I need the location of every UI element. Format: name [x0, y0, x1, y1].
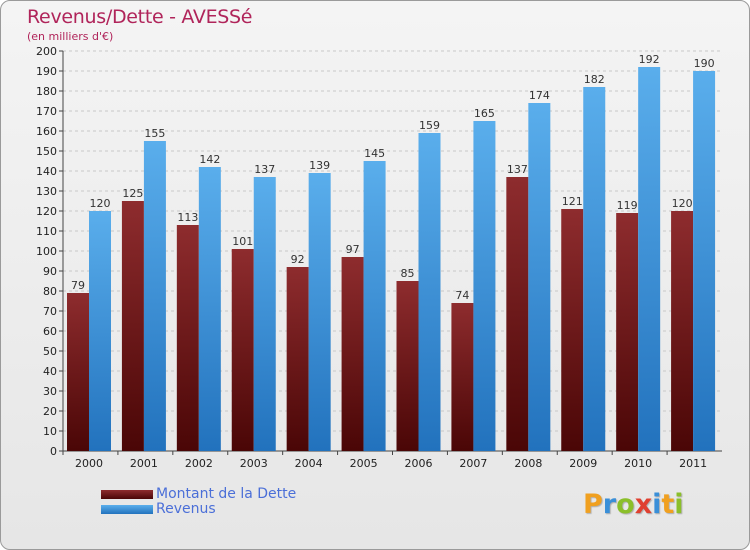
y-tick-label: 160 — [36, 125, 57, 138]
x-tick-label: 2005 — [350, 457, 378, 470]
bar-revenus — [143, 141, 166, 451]
bar-dette — [671, 211, 694, 451]
data-label-revenus: 120 — [90, 197, 111, 210]
x-tick-label: 2001 — [130, 457, 158, 470]
y-tick-label: 80 — [43, 285, 57, 298]
bar-dette — [561, 209, 584, 451]
bar-dette — [451, 303, 474, 451]
logo-letter: i — [652, 489, 662, 520]
data-label-revenus: 182 — [584, 73, 605, 86]
x-tick-label: 2006 — [405, 457, 433, 470]
y-tick-label: 120 — [36, 205, 57, 218]
data-label-revenus: 174 — [529, 89, 550, 102]
data-label-dette: 74 — [455, 289, 469, 302]
data-label-dette: 85 — [401, 267, 415, 280]
y-tick-label: 60 — [43, 325, 57, 338]
bar-revenus — [418, 133, 441, 451]
data-label-dette: 92 — [291, 253, 305, 266]
bar-revenus — [89, 211, 111, 451]
bar-revenus — [473, 121, 496, 451]
chart-title: Revenus/Dette - AVESSé — [27, 6, 253, 28]
data-label-revenus: 142 — [199, 153, 220, 166]
data-label-dette: 79 — [71, 279, 85, 292]
y-tick-label: 180 — [36, 85, 57, 98]
legend-swatch-revenus — [101, 505, 153, 514]
logo-letter: x — [634, 489, 653, 520]
y-tick-label: 10 — [43, 425, 57, 438]
bar-revenus — [198, 167, 221, 451]
y-tick-label: 30 — [43, 385, 57, 398]
legend-label-revenus: Revenus — [156, 501, 216, 517]
y-tick-label: 90 — [43, 265, 57, 278]
bar-dette — [396, 281, 419, 451]
logo-letter: t — [661, 489, 675, 520]
y-tick-label: 20 — [43, 405, 57, 418]
data-label-dette: 125 — [122, 187, 143, 200]
x-tick-label: 2003 — [240, 457, 268, 470]
y-tick-label: 190 — [36, 65, 57, 78]
data-label-dette: 137 — [507, 163, 528, 176]
y-tick-label: 100 — [36, 245, 57, 258]
x-tick-label: 2008 — [514, 457, 542, 470]
proxiti-logo: Proxiti — [583, 489, 684, 520]
data-label-dette: 119 — [617, 199, 638, 212]
bar-revenus — [308, 173, 331, 451]
data-label-revenus: 137 — [254, 163, 275, 176]
data-label-revenus: 190 — [694, 57, 715, 70]
x-tick-label: 2000 — [75, 457, 103, 470]
y-tick-label: 150 — [36, 145, 57, 158]
x-tick-label: 2002 — [185, 457, 213, 470]
logo-letter: i — [674, 489, 684, 520]
data-label-dette: 101 — [232, 235, 253, 248]
y-tick-label: 70 — [43, 305, 57, 318]
legend-label-dette: Montant de la Dette — [156, 486, 297, 502]
y-tick-label: 140 — [36, 165, 57, 178]
bar-dette — [616, 213, 639, 451]
bar-dette — [506, 177, 529, 451]
data-label-dette: 113 — [177, 211, 198, 224]
data-label-revenus: 139 — [309, 159, 330, 172]
bar-revenus — [363, 161, 386, 451]
bar-revenus — [528, 103, 551, 451]
y-tick-label: 110 — [36, 225, 57, 238]
bar-revenus — [583, 87, 606, 451]
bar-dette — [176, 225, 199, 451]
logo-letter: o — [616, 489, 635, 520]
bar-revenus — [693, 71, 716, 451]
legend-swatch-dette — [101, 490, 153, 499]
bar-dette — [231, 249, 254, 451]
bar-revenus — [253, 177, 276, 451]
x-tick-label: 2010 — [624, 457, 652, 470]
data-label-dette: 97 — [346, 243, 360, 256]
bar-dette — [67, 293, 89, 451]
y-tick-label: 40 — [43, 365, 57, 378]
data-label-revenus: 145 — [364, 147, 385, 160]
data-label-dette: 120 — [672, 197, 693, 210]
x-tick-label: 2007 — [459, 457, 487, 470]
x-tick-label: 2011 — [679, 457, 707, 470]
x-tick-label: 2009 — [569, 457, 597, 470]
y-tick-label: 200 — [36, 45, 57, 58]
logo-letter: r — [602, 489, 617, 520]
data-label-revenus: 192 — [639, 53, 660, 66]
chart-subtitle: (en milliers d'€) — [27, 30, 114, 43]
y-tick-label: 0 — [50, 445, 57, 458]
data-label-revenus: 159 — [419, 119, 440, 132]
data-label-revenus: 155 — [144, 127, 165, 140]
x-tick-label: 2004 — [295, 457, 323, 470]
bar-dette — [121, 201, 144, 451]
bar-revenus — [638, 67, 661, 451]
bar-dette — [341, 257, 364, 451]
data-label-dette: 121 — [562, 195, 583, 208]
bar-dette — [286, 267, 309, 451]
y-tick-label: 170 — [36, 105, 57, 118]
data-label-revenus: 165 — [474, 107, 495, 120]
y-tick-label: 130 — [36, 185, 57, 198]
logo-letter: P — [583, 489, 603, 520]
y-tick-label: 50 — [43, 345, 57, 358]
